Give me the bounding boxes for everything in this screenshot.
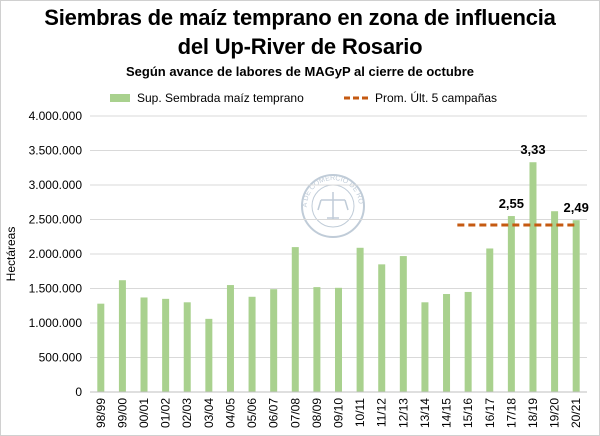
y-tick-label: 500.000 [39,351,83,365]
seal-outer-ring [301,174,365,238]
x-tick-label: 08/09 [310,398,324,428]
x-tick-label: 17/18 [504,398,518,428]
legend-bar-label: Sup. Sembrada maíz temprano [137,91,304,105]
x-tick-label: 04/05 [223,398,237,428]
y-tick-label: 4.000.000 [29,109,83,123]
chart-title-line-1: Siembras de maíz temprano en zona de inf… [44,5,556,30]
bar-11-12 [378,264,386,392]
y-tick-label: 1.000.000 [29,316,83,330]
bar-00-01 [140,297,148,392]
x-tick-label: 98/99 [94,398,108,428]
y-tick-label: 1.500.000 [29,282,83,296]
x-tick-label: 16/17 [483,398,497,428]
bar-04-05 [226,285,234,392]
bar-18-19 [529,162,537,392]
y-axis-label: Hectáreas [4,227,18,282]
seal-emblem [317,192,349,220]
chart-subtitle: Según avance de labores de MAGyP al cier… [125,64,474,79]
x-tick-label: 13/14 [418,398,432,428]
y-tick-label: 2.500.000 [29,213,83,227]
x-tick-label: 14/15 [440,398,454,428]
x-tick-label: 19/20 [548,398,562,428]
x-tick-label: 05/06 [245,398,259,428]
y-tick-label: 3.000.000 [29,178,83,192]
bar-02-03 [183,302,191,392]
bar-07-08 [291,247,299,392]
bar-series [97,162,580,392]
bar-12-13 [399,256,407,392]
bar-98-99 [97,303,105,392]
bar-05-06 [248,296,256,392]
x-tick-label: 09/10 [332,398,346,428]
legend-bar-swatch [110,94,130,102]
legend-line-label: Prom. Últ. 5 campañas [375,90,497,105]
bar-03-04 [205,318,213,392]
x-tick-label: 11/12 [375,398,389,427]
x-tick-label: 02/03 [180,398,194,428]
chart-title-line-2: del Up-River de Rosario [177,34,423,59]
bar-09-10 [335,287,342,392]
y-tick-label: 2.000.000 [29,247,83,261]
x-tick-label: 03/04 [202,398,216,428]
bar-17-18 [507,216,515,392]
x-tick-label: 00/01 [137,398,151,428]
data-label-20-21: 2,49 [564,200,589,215]
x-tick-label: 06/07 [267,398,281,428]
data-label-18-19: 3,33 [520,142,545,157]
bar-10-11 [356,247,364,392]
bar-19-20 [551,211,559,392]
bar-20-21 [572,220,580,392]
axes: 0 500.000 1.000.000 1.500.000 2.000.000 2.500… [4,109,587,428]
bar-15-16 [464,291,472,392]
x-tick-label: 20/21 [569,398,583,428]
x-tick-label: 18/19 [526,398,540,428]
y-tick-label: 0 [75,385,82,399]
bar-16-17 [486,248,494,392]
x-tick-label: 15/16 [461,398,475,428]
y-tick-label: 3.500.000 [29,144,83,158]
x-tick-label: 10/11 [353,398,367,427]
x-tick-label: 99/00 [115,398,129,428]
x-tick-label: 07/08 [288,398,302,428]
data-labels: 2,55 3,33 2,49 [499,142,589,215]
x-tick-label: 01/02 [159,398,173,428]
x-tick-label: 12/13 [396,398,410,428]
bar-14-15 [443,294,451,392]
bar-01-02 [162,298,170,392]
legend: Sup. Sembrada maíz temprano Prom. Últ. 5 … [110,90,497,105]
bar-08-09 [313,287,321,392]
bar-99-00 [118,280,126,392]
bar-13-14 [421,302,429,392]
bar-06-07 [270,289,278,392]
data-label-17-18: 2,55 [499,196,524,211]
